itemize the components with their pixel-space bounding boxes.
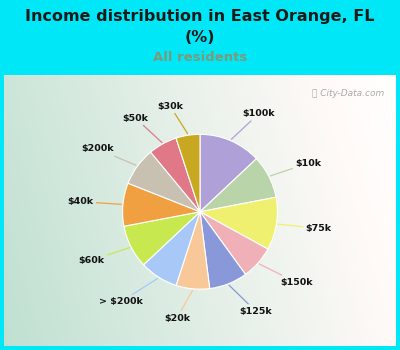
Wedge shape bbox=[176, 212, 210, 289]
Text: ⓘ City-Data.com: ⓘ City-Data.com bbox=[312, 89, 384, 98]
Wedge shape bbox=[124, 212, 200, 265]
Text: $50k: $50k bbox=[122, 114, 162, 142]
Text: $60k: $60k bbox=[79, 247, 130, 265]
Wedge shape bbox=[144, 212, 200, 285]
Text: $10k: $10k bbox=[270, 159, 321, 176]
Wedge shape bbox=[122, 183, 200, 226]
Text: (%): (%) bbox=[185, 30, 215, 45]
Text: $40k: $40k bbox=[68, 197, 121, 206]
Wedge shape bbox=[176, 134, 200, 212]
Wedge shape bbox=[151, 138, 200, 212]
Text: $100k: $100k bbox=[231, 109, 275, 139]
Wedge shape bbox=[200, 159, 276, 212]
Text: > $200k: > $200k bbox=[99, 279, 158, 307]
Text: $75k: $75k bbox=[278, 224, 332, 233]
Text: All residents: All residents bbox=[153, 51, 247, 64]
Text: $20k: $20k bbox=[164, 290, 192, 323]
Wedge shape bbox=[200, 134, 256, 212]
Text: $200k: $200k bbox=[81, 145, 136, 165]
Wedge shape bbox=[200, 197, 278, 249]
Wedge shape bbox=[128, 152, 200, 212]
Text: $125k: $125k bbox=[229, 285, 272, 316]
Text: $30k: $30k bbox=[157, 102, 188, 134]
Wedge shape bbox=[200, 212, 246, 288]
Wedge shape bbox=[200, 212, 268, 274]
Text: Income distribution in East Orange, FL: Income distribution in East Orange, FL bbox=[25, 9, 375, 24]
Text: $150k: $150k bbox=[259, 264, 313, 287]
